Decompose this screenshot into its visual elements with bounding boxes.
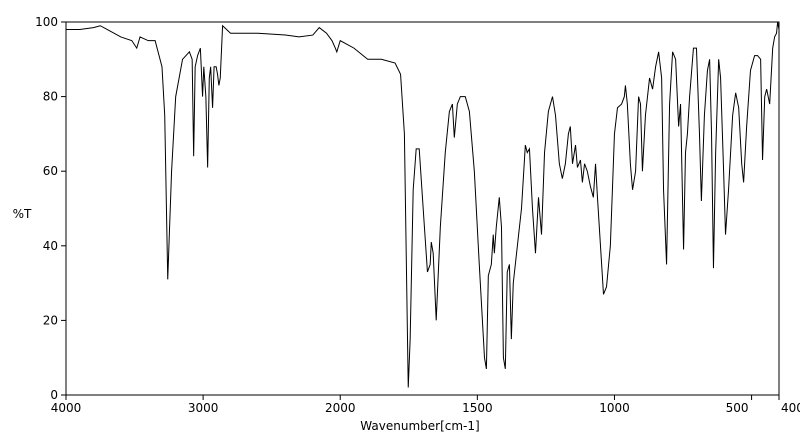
x-tick-label: 4000 bbox=[51, 401, 82, 415]
y-tick-label: 100 bbox=[35, 15, 58, 29]
y-tick-label: 0 bbox=[50, 388, 58, 402]
y-axis-label: %T bbox=[13, 207, 32, 221]
x-tick-label: 1000 bbox=[599, 401, 630, 415]
x-tick-label: 400 bbox=[781, 401, 800, 415]
y-tick-label: 80 bbox=[43, 90, 58, 104]
x-tick-label: 500 bbox=[726, 401, 749, 415]
x-tick-label: 3000 bbox=[188, 401, 219, 415]
y-tick-label: 40 bbox=[43, 239, 58, 253]
spectrum-line bbox=[66, 21, 780, 388]
x-tick-label: 2000 bbox=[325, 401, 356, 415]
plot-frame bbox=[65, 21, 780, 396]
x-axis-label: Wavenumber[cm-1] bbox=[360, 419, 479, 433]
y-tick-label: 60 bbox=[43, 164, 58, 178]
x-tick-label: 1500 bbox=[462, 401, 493, 415]
y-tick-label: 20 bbox=[43, 313, 58, 327]
